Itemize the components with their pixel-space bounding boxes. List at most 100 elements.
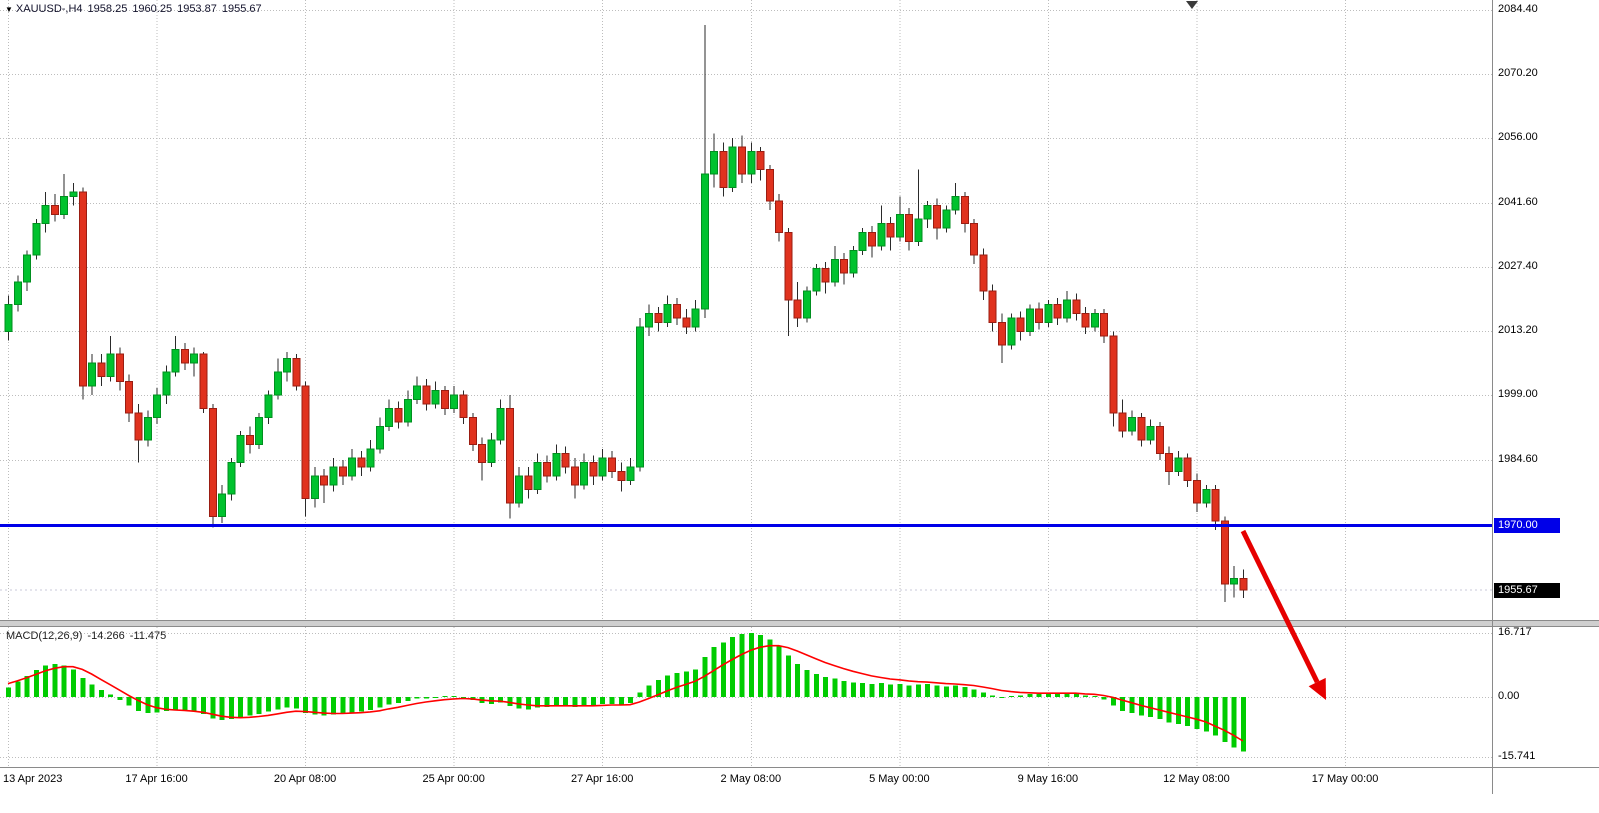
bear-candle [738, 146, 747, 175]
macd-bar [646, 685, 652, 697]
sell-trend-arrow-head[interactable] [1308, 677, 1326, 700]
macd-bar [655, 680, 661, 697]
chart-shift-marker-icon[interactable] [1186, 1, 1198, 9]
macd-bar [915, 684, 921, 697]
bear-candle [357, 457, 366, 468]
bear-candle [459, 394, 468, 418]
macd-bar [869, 683, 875, 697]
macd-bar [126, 697, 132, 706]
bull-candle [803, 290, 812, 319]
macd-axis-label: -15.741 [1498, 750, 1536, 763]
macd-axis-label: 0.00 [1498, 690, 1520, 702]
macd-indicator-header: MACD(12,26,9) -14.266 -11.475 [6, 630, 166, 642]
macd-bar [358, 697, 364, 712]
bear-candle [784, 232, 793, 301]
bear-candle [524, 475, 533, 490]
ohlc-high-value: 1960.25 [132, 3, 173, 15]
bid-price-badge: 1955.67 [1494, 582, 1560, 598]
time-axis-label: 17 May 00:00 [1311, 773, 1379, 785]
macd-bar [98, 690, 104, 697]
bear-candle [292, 358, 301, 387]
macd-bar [748, 632, 754, 697]
bull-candle [255, 416, 264, 445]
bear-candle [1137, 416, 1146, 441]
macd-bar [507, 697, 513, 707]
macd-bar [1036, 693, 1042, 697]
macd-bar [999, 697, 1005, 698]
bull-candle [1025, 308, 1034, 333]
bear-candle [933, 204, 941, 229]
price-axis[interactable]: 2084.40 2070.20 2056.00 2041.60 2027.40 2013.… [1494, 0, 1598, 794]
bull-candle [264, 394, 273, 418]
bear-candle [422, 385, 431, 405]
bull-candle [812, 268, 821, 292]
bull-candle [171, 349, 180, 373]
one-click-trading-toggle-icon[interactable]: ▼ [5, 5, 13, 14]
bear-candle [320, 475, 329, 486]
ohlc-open-value: 1958.25 [87, 3, 128, 15]
macd-bar [795, 664, 801, 697]
macd-bar [813, 674, 819, 697]
bear-candle [505, 407, 514, 504]
macd-bar [154, 697, 160, 713]
macd-bar [312, 697, 318, 715]
bear-candle [1239, 577, 1248, 591]
macd-bar [553, 697, 559, 706]
macd-bar [1213, 697, 1219, 736]
bull-candle [310, 475, 319, 499]
bear-candle [997, 322, 1006, 346]
macd-bar [785, 655, 791, 697]
bear-candle [468, 416, 477, 445]
bull-candle [1146, 425, 1155, 441]
bear-candle [1220, 520, 1229, 585]
bear-candle [50, 204, 59, 216]
bull-candle [830, 259, 839, 283]
price-axis-label: 1984.60 [1498, 452, 1538, 465]
bear-candle [775, 200, 784, 234]
panel-separator[interactable] [0, 620, 1599, 627]
bull-candle [895, 214, 904, 238]
bull-candle [69, 191, 78, 197]
bear-candle [180, 349, 189, 364]
macd-bar [395, 697, 401, 704]
macd-bar [163, 697, 169, 711]
bull-candle [533, 461, 542, 490]
macd-bar [525, 697, 531, 710]
time-axis[interactable]: 13 Apr 2023 17 Apr 16:00 20 Apr 08:00 25 Ap… [0, 768, 1492, 796]
macd-bar [823, 677, 829, 697]
hline-price-badge: 1970.00 [1494, 517, 1560, 533]
macd-bar [70, 669, 76, 697]
bull-candle [1044, 304, 1053, 324]
macd-bar [173, 697, 179, 710]
macd-bar [1110, 697, 1116, 706]
bull-candle [877, 223, 886, 247]
bull-candle [88, 362, 97, 387]
macd-bar [349, 697, 355, 713]
time-axis-label: 25 Apr 00:00 [422, 773, 485, 785]
macd-bar [405, 697, 411, 701]
bear-candle [1035, 308, 1044, 324]
macd-bar [293, 697, 299, 709]
bear-candle [301, 385, 310, 499]
bear-candle [78, 191, 87, 387]
bear-candle [1165, 452, 1174, 472]
bull-candle [385, 407, 394, 427]
bear-candle [979, 254, 988, 292]
macd-bar [1194, 697, 1200, 730]
macd-bar [1166, 697, 1172, 723]
bull-candle [348, 457, 357, 477]
time-axis-label: 20 Apr 08:00 [273, 773, 337, 785]
macd-bar [600, 697, 606, 704]
macd-bar [878, 683, 884, 697]
sell-trend-arrow-shaft[interactable] [1240, 529, 1320, 684]
bull-candle [32, 223, 41, 256]
bear-candle [208, 407, 217, 517]
bull-candle [849, 250, 858, 274]
bull-candle [227, 461, 236, 495]
time-axis-label: 9 May 16:00 [1017, 773, 1079, 785]
bear-candle [115, 353, 124, 382]
bear-candle [134, 412, 143, 441]
macd-bar [971, 689, 977, 697]
